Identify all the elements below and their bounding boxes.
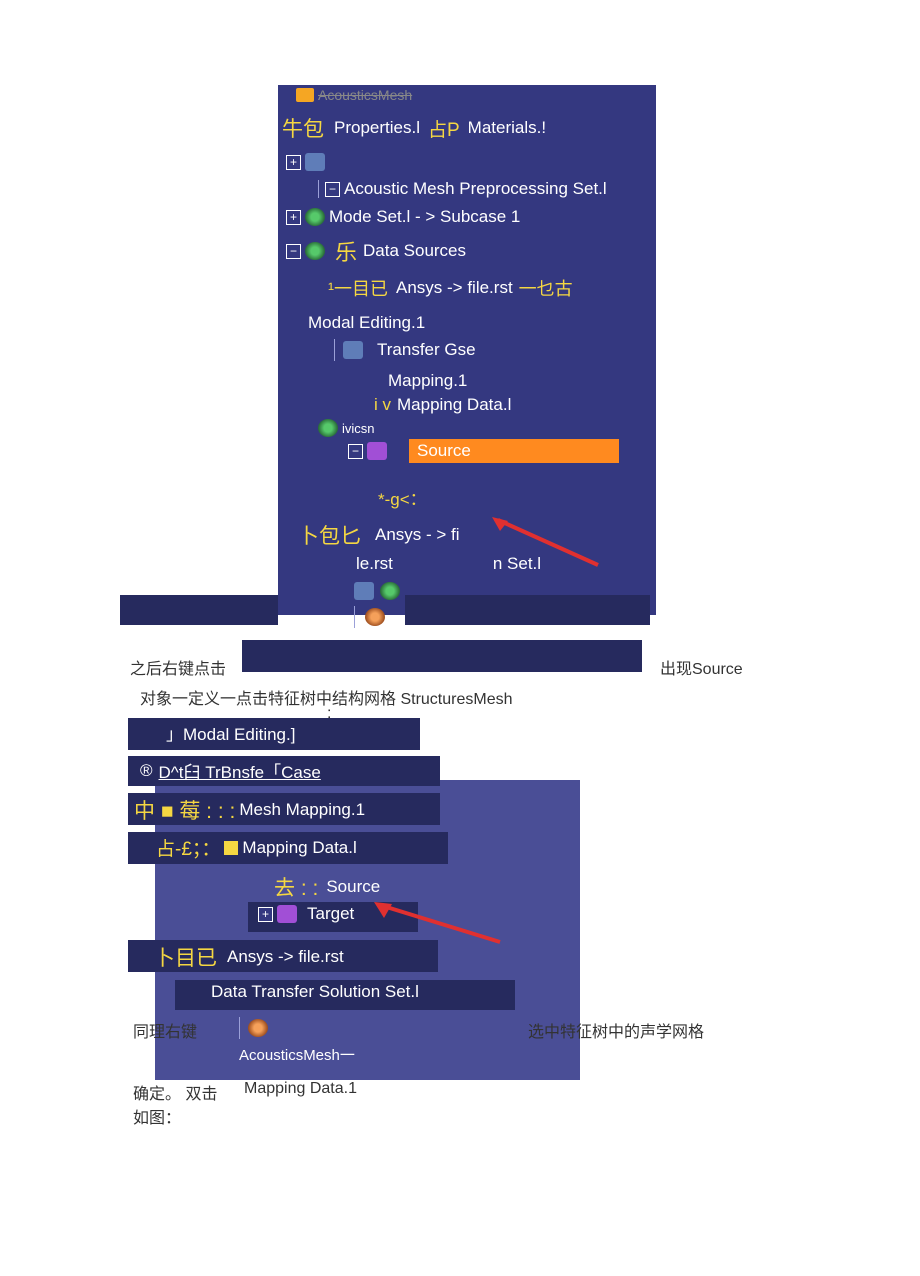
yellow-square-icon: [224, 841, 238, 855]
tree2-row: Data Transfer Solution Set.l: [175, 980, 515, 1010]
tree-label-iv: i v: [374, 395, 391, 415]
collapse-icon[interactable]: −: [325, 182, 340, 197]
tree2-row: 占-£；： Mapping Data.l: [128, 832, 448, 864]
tree-label-g: *-g<：: [378, 485, 427, 510]
tree-label-begu: 一乜古: [519, 275, 573, 301]
tree-label-bu: 卜包匕: [298, 520, 361, 550]
node-icon: [354, 582, 374, 600]
node-icon: [343, 341, 363, 359]
tree2-row: ® D^t臼 TrBnsfe「Case: [128, 756, 440, 786]
swirl-icon: [380, 582, 400, 600]
tree2-label-qu: 去 : :: [274, 872, 318, 902]
dark-strip: [405, 595, 650, 625]
tree2-acousticsmesh[interactable]: AcousticsMesh一: [239, 1044, 355, 1065]
tree-node-properties[interactable]: Properties.l: [334, 118, 420, 138]
tree-node-transfer-gse[interactable]: Transfer Gse: [377, 340, 476, 360]
tree2-bottom-row: [235, 1015, 276, 1041]
tree-node-modeset[interactable]: Mode Set.l - > Subcase 1: [329, 207, 520, 227]
tree2-transfer-case[interactable]: D^t臼 TrBnsfe「Case: [159, 758, 321, 783]
collapse-icon[interactable]: −: [286, 244, 301, 259]
expand-icon[interactable]: +: [258, 907, 273, 922]
expand-icon[interactable]: +: [286, 210, 301, 225]
body-text-1b: 出现Source: [660, 655, 743, 679]
swirl-icon: [305, 242, 325, 260]
tree2-ansys-file[interactable]: Ansys -> file.rst: [227, 947, 344, 967]
tree-label-mesh: ivicsn: [342, 421, 375, 436]
swirl-orange-icon: [248, 1019, 268, 1037]
tree2-mapping-data[interactable]: Mapping Data.l: [242, 838, 356, 858]
tree2-row: 卜目已 Ansys -> file.rst: [128, 940, 438, 972]
tree-label-le: 乐: [335, 235, 357, 267]
tree2-source[interactable]: Source: [326, 877, 380, 897]
folder-icon: [296, 88, 314, 102]
body-text-5: 如图：: [133, 1104, 181, 1128]
expand-icon[interactable]: +: [286, 155, 301, 170]
tree-node-modal-editing[interactable]: Modal Editing.1: [308, 313, 425, 333]
tree-label-zhanp: 占P: [428, 115, 460, 142]
tree2-label-bumu: 卜目已: [154, 942, 217, 972]
tree2-reg: ®: [140, 761, 153, 781]
body-text-4b: Mapping Data.1: [244, 1080, 357, 1098]
tree2-target[interactable]: Target: [307, 904, 354, 924]
tree-node-lerst: le.rst: [356, 554, 393, 574]
tree2-source-row: 去 : : Source: [270, 870, 384, 904]
tree2-label-mei: 中 ■ 莓 : : :: [134, 795, 235, 825]
tree2-row: 中 ■ 莓 : : : Mesh Mapping.1: [128, 793, 440, 825]
tree2-acousticsmesh-row: AcousticsMesh一: [235, 1042, 359, 1067]
tree-node-materials[interactable]: Materials.!: [468, 118, 546, 138]
swirl-icon: [318, 419, 338, 437]
tree-node-mapping1[interactable]: Mapping.1: [388, 371, 467, 391]
tree-node-ansys-fi[interactable]: Ansys - > fi: [375, 525, 460, 545]
tree-node-acousticsmesh-partial: AcousticsMesh: [318, 87, 412, 103]
swirl-orange-icon: [365, 608, 385, 626]
tree-node-mapping-data[interactable]: Mapping Data.l: [397, 395, 511, 415]
tree-node-ansys-file[interactable]: Ansys -> file.rst: [396, 278, 513, 298]
tree-node-source-selected[interactable]: Source: [409, 439, 619, 463]
tree-node-datasources[interactable]: Data Sources: [363, 241, 466, 261]
body-text-4a: 确定。 双击: [133, 1080, 217, 1104]
body-text-3b: 选中特征树中的声学网格: [528, 1018, 704, 1042]
tree-panel-1: AcousticsMesh 牛包 Properties.l 占P Materia…: [278, 85, 656, 615]
dark-strip: [242, 640, 642, 672]
tree2-label-zhanl: 占-£；：: [156, 834, 220, 861]
purple-icon: [367, 442, 387, 460]
dark-strip: [120, 595, 278, 625]
tree2-row: 」Modal Editing.]: [128, 718, 420, 750]
collapse-icon[interactable]: −: [348, 444, 363, 459]
tree2-mesh-mapping[interactable]: Mesh Mapping.1: [239, 800, 365, 820]
tree-node-acoustic-mesh-preprocessing[interactable]: Acoustic Mesh Preprocessing Set.l: [344, 179, 607, 199]
red-arrow-icon: [488, 515, 608, 575]
tree-label-ox: 牛包: [282, 113, 324, 143]
node-icon: [305, 153, 325, 171]
body-text-1a: 之后右键点击: [130, 655, 226, 679]
tree2-data-transfer-solution[interactable]: Data Transfer Solution Set.l: [211, 982, 419, 1002]
purple-icon: [277, 905, 297, 923]
body-text-3a: 同理右键: [133, 1018, 197, 1042]
tree-label-mu: ¹一目已: [328, 275, 388, 301]
swirl-icon: [305, 208, 325, 226]
tree2-modal-editing[interactable]: 」Modal Editing.]: [166, 720, 295, 745]
